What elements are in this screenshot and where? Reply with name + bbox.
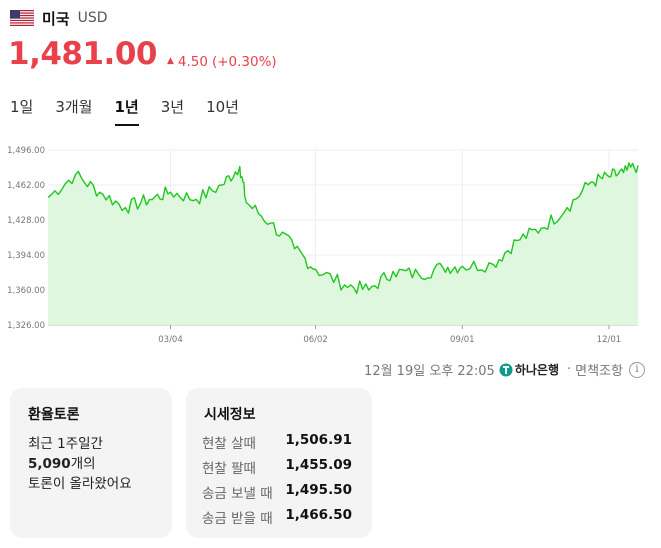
currency-header: 미국 USD	[10, 8, 108, 28]
x-tick-label: 12/01	[597, 335, 622, 345]
rates-card: 시세정보 현찰 살때 1,506.91 현찰 팔때 1,455.09 송금 보낼…	[186, 388, 372, 538]
country-name: 미국	[42, 9, 70, 28]
update-datetime: 12월 19일 오후 22:05	[364, 364, 495, 379]
series-area	[48, 162, 638, 325]
rate-label: 현찰 살때	[202, 436, 256, 452]
x-tick-label: 09/01	[450, 335, 475, 345]
forum-count-suffix: 개의	[70, 456, 96, 472]
forum-card[interactable]: 환율토론 최근 1주일간 5,090개의 토론이 올라왔어요	[10, 388, 172, 538]
currency-code: USD	[77, 10, 108, 26]
change-percent: (+0.30%)	[211, 54, 277, 70]
tab-10year[interactable]: 10년	[206, 98, 239, 116]
rate-row: 송금 받을 때 1,466.50	[202, 507, 352, 527]
us-flag-icon	[10, 10, 34, 26]
y-tick-label: 1,360.00	[7, 286, 45, 296]
rate-label: 송금 받을 때	[202, 511, 273, 527]
info-icon[interactable]: i	[629, 361, 645, 378]
bank-logo: 하나은행	[499, 361, 559, 378]
bank-name: 하나은행	[514, 363, 560, 377]
hana-bank-icon	[499, 363, 513, 376]
tab-3year[interactable]: 3년	[160, 98, 185, 116]
y-tick-label: 1,394.00	[7, 251, 45, 261]
y-tick-label: 1,326.00	[7, 321, 45, 331]
rate-label: 송금 보낼 때	[202, 486, 273, 502]
rate-label: 현찰 팔때	[202, 461, 256, 477]
rate-row: 현찰 살때 1,506.91	[202, 432, 352, 452]
y-tick-label: 1,462.00	[7, 181, 45, 191]
period-tabs: 1일 3개월 1년 3년 10년	[10, 96, 261, 126]
disclaimer-link[interactable]: 면책조항	[575, 364, 623, 379]
y-tick-label: 1,428.00	[7, 216, 45, 226]
x-tick-label: 03/04	[158, 335, 183, 345]
forum-count-line: 5,090개의	[28, 452, 96, 472]
separator-dot: ·	[567, 362, 572, 377]
price-change: ▲ 4.50 (+0.30%)	[167, 54, 277, 70]
price-row: 1,481.00 ▲ 4.50 (+0.30%)	[8, 36, 277, 72]
forum-desc: 토론이 올라왔어요	[28, 476, 132, 492]
forum-count: 5,090	[28, 456, 71, 472]
source-line: 12월 19일 오후 22:05 하나은행 · 면책조항 i	[364, 360, 645, 379]
x-tick-label: 06/02	[303, 335, 328, 345]
up-triangle-icon: ▲	[166, 56, 174, 66]
tab-3month[interactable]: 3개월	[55, 98, 93, 116]
rate-row: 송금 보낼 때 1,495.50	[202, 482, 352, 502]
change-amount: 4.50	[177, 54, 208, 70]
tab-1day[interactable]: 1일	[10, 98, 34, 116]
rate-row: 현찰 팔때 1,455.09	[202, 457, 352, 477]
y-tick-label: 1,496.00	[7, 146, 45, 156]
rate-value: 1,466.50	[285, 507, 352, 523]
series-line	[47, 162, 639, 294]
rates-title: 시세정보	[204, 407, 256, 423]
rate-value: 1,455.09	[285, 457, 352, 473]
forum-period: 최근 1주일간	[28, 436, 103, 452]
rate-value: 1,506.91	[285, 432, 352, 448]
current-price: 1,481.00	[8, 36, 157, 72]
forum-title: 환율토론	[28, 407, 80, 423]
exchange-rate-chart[interactable]: 1,496.00 1,462.00 1,428.00 1,394.00 1,360.00…	[0, 140, 661, 350]
tab-1year[interactable]: 1년	[114, 96, 139, 126]
rate-value: 1,495.50	[285, 482, 352, 498]
